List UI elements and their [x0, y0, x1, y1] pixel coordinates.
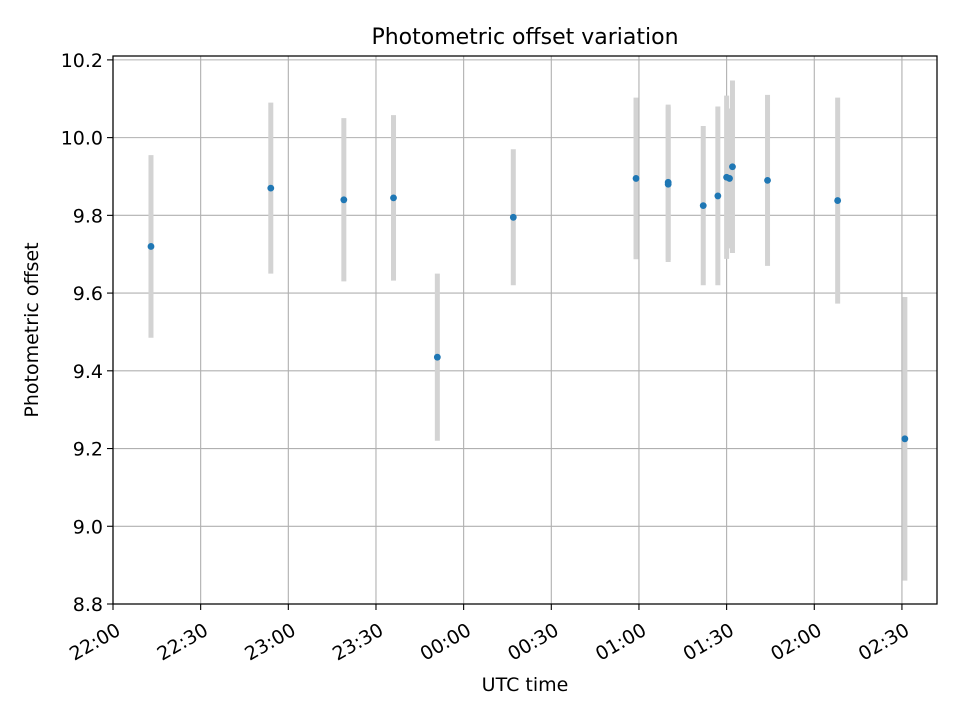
data-point [714, 192, 722, 200]
data-point [901, 435, 909, 443]
chart-title: Photometric offset variation [371, 25, 678, 50]
x-axis-label: UTC time [482, 674, 569, 696]
y-axis-label: Photometric offset [21, 242, 43, 417]
y-tick-label: 9.0 [73, 516, 103, 538]
data-point [340, 196, 348, 204]
plot-frame [112, 55, 938, 605]
y-tick-label: 10.2 [61, 50, 103, 72]
data-point [664, 180, 672, 188]
data-point [729, 163, 736, 171]
data-point [699, 202, 707, 210]
data-points [147, 163, 909, 443]
y-tick-label: 9.4 [73, 361, 103, 383]
y-tick-label: 10.0 [61, 128, 103, 150]
data-point [433, 353, 441, 361]
data-point [764, 176, 771, 184]
y-tick-label: 9.8 [73, 205, 103, 227]
data-point [726, 175, 733, 182]
y-tick-label: 9.6 [73, 283, 103, 305]
y-tick-label: 9.2 [73, 439, 103, 461]
data-point [834, 197, 842, 204]
data-point [267, 184, 275, 192]
y-tick-label: 8.8 [73, 594, 103, 616]
y-axis: 8.8 9.0 9.2 9.4 9.6 9.8 10.0 10.2 [61, 50, 113, 616]
data-point [632, 175, 640, 182]
data-point [390, 194, 397, 202]
data-point [147, 243, 155, 250]
data-point [509, 213, 517, 221]
